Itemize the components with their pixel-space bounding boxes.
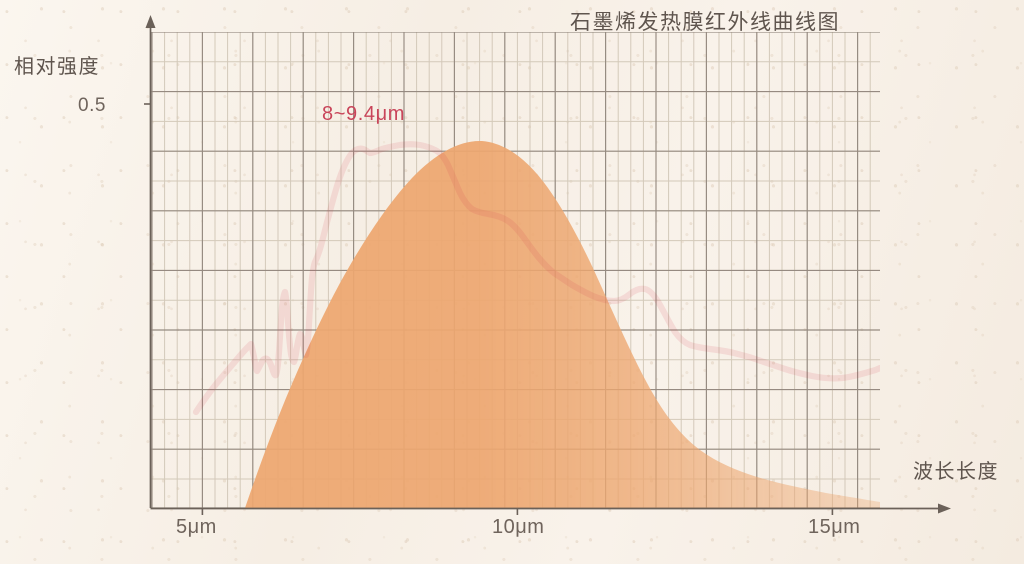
x-tick-marks [201, 508, 834, 515]
infrared-emission-curve [192, 141, 880, 416]
x-axis-title: 波长长度 [913, 461, 999, 483]
peak-band-annotation: 8~9.4μm [322, 103, 405, 125]
x-tick-label-5um: 5μm [176, 516, 217, 538]
axis-lines [144, 15, 951, 515]
x-axis-arrowhead [938, 503, 951, 514]
chart-title: 石墨烯发热膜红外线曲线图 [570, 11, 840, 34]
y-axis-arrowhead [145, 15, 156, 28]
x-tick-label-15um: 15μm [808, 516, 861, 538]
x-tick-label-10um: 10μm [492, 516, 545, 538]
blackbody-area-fill [245, 140, 880, 508]
y-tick-label-0-5: 0.5 [78, 95, 106, 116]
y-axis-title: 相对强度 [14, 56, 100, 78]
